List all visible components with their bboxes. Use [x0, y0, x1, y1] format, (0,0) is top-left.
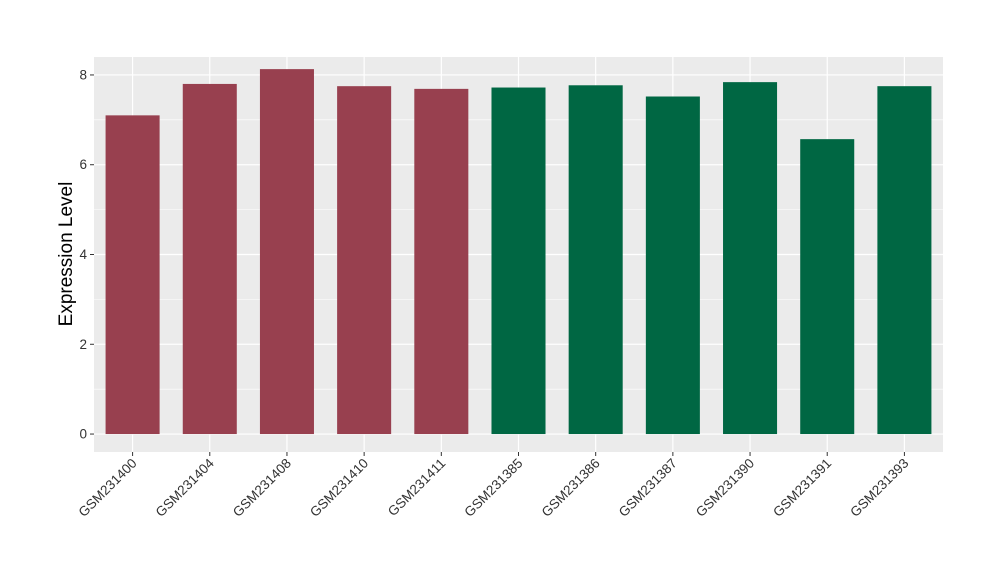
y-tick-label: 6	[79, 157, 87, 172]
x-tick-label: GSM231410	[307, 456, 371, 520]
bar-GSM231408	[259, 69, 314, 435]
bar-GSM231393	[877, 86, 932, 435]
bar-GSM231404	[182, 83, 237, 435]
x-tick-label: GSM231400	[75, 456, 139, 520]
x-tick-label: GSM231408	[230, 456, 294, 520]
x-tick-label: GSM231404	[153, 455, 218, 520]
x-tick-label: GSM231385	[461, 456, 525, 520]
x-tick-label: GSM231387	[616, 456, 680, 520]
bar-GSM231391	[800, 139, 855, 435]
bar-GSM231387	[645, 96, 700, 435]
y-tick-label: 4	[79, 247, 87, 262]
y-axis: 0 2 4 6 8	[79, 67, 94, 442]
bar-GSM231400	[105, 115, 160, 435]
x-tick-label: GSM231411	[385, 456, 449, 520]
bar-GSM231385	[491, 87, 546, 435]
bars	[105, 69, 932, 435]
bar-GSM231386	[568, 85, 623, 435]
y-axis-title: Expression Level	[56, 182, 77, 327]
y-tick-label: 2	[79, 337, 87, 352]
x-axis: GSM231400 GSM231404 GSM231408 GSM231410 GSM2…	[75, 452, 912, 520]
bar-GSM231390	[723, 82, 778, 435]
y-tick-label: 0	[79, 427, 87, 442]
x-tick-label: GSM231390	[693, 456, 757, 520]
bar-GSM231411	[414, 88, 469, 435]
x-tick-label: GSM231393	[847, 456, 911, 520]
bar-GSM231410	[337, 86, 392, 435]
y-tick-label: 8	[79, 67, 87, 82]
x-tick-label: GSM231391	[770, 456, 834, 520]
x-tick-label: GSM231386	[539, 456, 603, 520]
